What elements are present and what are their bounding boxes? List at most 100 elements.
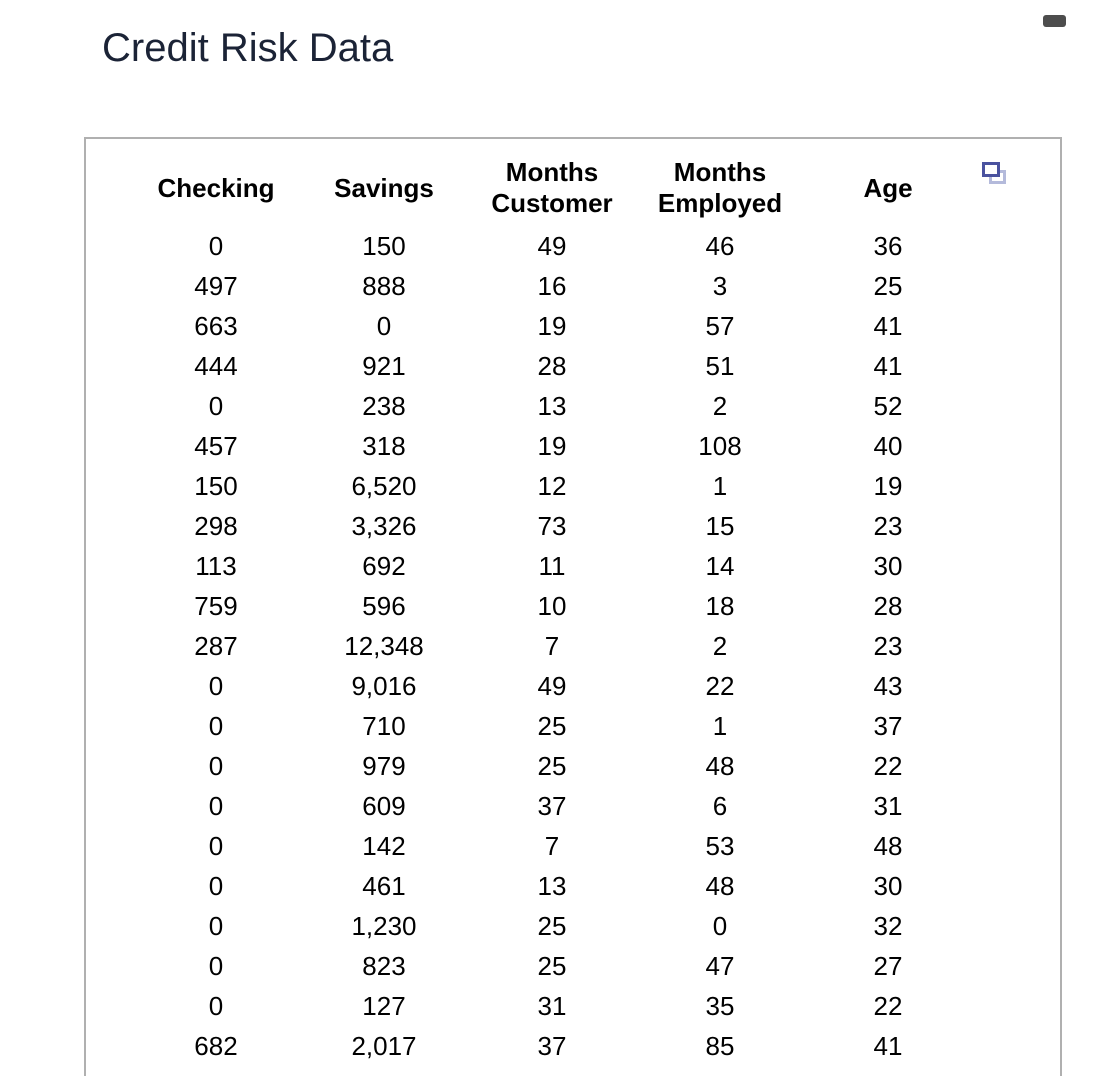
cell: 41	[873, 351, 903, 381]
cell: 0	[208, 751, 224, 781]
table-row: 287 12,348 7 2 23	[132, 626, 972, 666]
duplicate-window-icon	[981, 162, 1007, 190]
cell: 48	[705, 751, 735, 781]
cell: 6,520	[351, 471, 417, 501]
cell: 40	[873, 431, 903, 461]
table-row: 0 9,016 49 22 43	[132, 666, 972, 706]
cell: 609	[362, 791, 406, 821]
cell: 0	[376, 311, 392, 341]
cell: 2	[712, 391, 728, 421]
cell: 12,348	[344, 631, 424, 661]
cell: 73	[537, 511, 567, 541]
cell: 12	[537, 471, 567, 501]
cell: 142	[362, 831, 406, 861]
cell: 41	[873, 311, 903, 341]
cell: 0	[208, 231, 224, 261]
cell: 3,326	[351, 511, 417, 541]
cell: 457	[194, 431, 238, 461]
cell: 32	[873, 911, 903, 941]
cell: 1,230	[351, 911, 417, 941]
table-row: 0 609 37 6 31	[132, 786, 972, 826]
cell: 19	[537, 431, 567, 461]
table-row: 113 692 11 14 30	[132, 546, 972, 586]
cell: 0	[208, 671, 224, 701]
header-row: Checking Savings Months Customer Months …	[132, 150, 972, 226]
cell: 48	[705, 871, 735, 901]
cell: 28	[537, 351, 567, 381]
cell: 318	[362, 431, 406, 461]
cell: 0	[208, 991, 224, 1021]
cell: 0	[208, 871, 224, 901]
cell: 127	[362, 991, 406, 1021]
cell: 238	[362, 391, 406, 421]
cell: 461	[362, 871, 406, 901]
cell: 28	[873, 591, 903, 621]
cell: 444	[194, 351, 238, 381]
column-header-checking: Checking	[157, 172, 275, 203]
cell: 43	[873, 671, 903, 701]
table-row: 663 0 19 57 41	[132, 306, 972, 346]
cell: 85	[705, 1031, 735, 1061]
table-row: 298 3,326 73 15 23	[132, 506, 972, 546]
cell: 36	[873, 231, 903, 261]
cell: 0	[208, 911, 224, 941]
table-row: 0 142 7 53 48	[132, 826, 972, 866]
cell: 10	[537, 591, 567, 621]
cell: 710	[362, 711, 406, 741]
cell: 49	[537, 671, 567, 701]
cell: 37	[537, 1031, 567, 1061]
cell: 0	[208, 711, 224, 741]
credit-risk-table: Checking Savings Months Customer Months …	[132, 150, 972, 1066]
cell: 25	[537, 711, 567, 741]
cell: 22	[873, 991, 903, 1021]
cell: 823	[362, 951, 406, 981]
cell: 0	[712, 911, 728, 941]
cell: 3	[712, 271, 728, 301]
cell: 9,016	[351, 671, 417, 701]
cell: 1	[712, 471, 728, 501]
cell: 692	[362, 551, 406, 581]
credit-risk-data-card: Checking Savings Months Customer Months …	[84, 137, 1062, 1076]
cell: 31	[537, 991, 567, 1021]
cell: 108	[698, 431, 742, 461]
cell: 7	[544, 631, 560, 661]
table-row: 759 596 10 18 28	[132, 586, 972, 626]
cell: 37	[537, 791, 567, 821]
cell: 7	[544, 831, 560, 861]
cell: 0	[208, 831, 224, 861]
cell: 18	[705, 591, 735, 621]
cell: 150	[362, 231, 406, 261]
cell: 663	[194, 311, 238, 341]
cell: 13	[537, 871, 567, 901]
cell: 0	[208, 791, 224, 821]
table-body: 0 150 49 46 36 497 888 16 3 25 663 0 19 57 41 444 921 28 5…	[132, 226, 972, 1066]
dark-bar-icon	[1043, 15, 1066, 27]
table-row: 444 921 28 51 41	[132, 346, 972, 386]
cell: 497	[194, 271, 238, 301]
cell: 22	[873, 751, 903, 781]
cell: 596	[362, 591, 406, 621]
cell: 682	[194, 1031, 238, 1061]
cell: 2,017	[351, 1031, 417, 1061]
cell: 25	[873, 271, 903, 301]
cell: 15	[705, 511, 735, 541]
cell: 30	[873, 551, 903, 581]
table-row: 457 318 19 108 40	[132, 426, 972, 466]
cell: 48	[873, 831, 903, 861]
column-header-age: Age	[863, 172, 913, 203]
cell: 57	[705, 311, 735, 341]
cell: 47	[705, 951, 735, 981]
cell: 888	[362, 271, 406, 301]
cell: 25	[537, 911, 567, 941]
table-row: 0 238 13 2 52	[132, 386, 972, 426]
cell: 25	[537, 751, 567, 781]
popout-button[interactable]	[978, 159, 1010, 191]
cell: 6	[712, 791, 728, 821]
column-header-months-customer: Months Customer	[491, 157, 613, 218]
table-row: 150 6,520 12 1 19	[132, 466, 972, 506]
cell: 27	[873, 951, 903, 981]
cell: 14	[705, 551, 735, 581]
cell: 921	[362, 351, 406, 381]
cell: 113	[195, 551, 237, 581]
table-row: 682 2,017 37 85 41	[132, 1026, 972, 1066]
